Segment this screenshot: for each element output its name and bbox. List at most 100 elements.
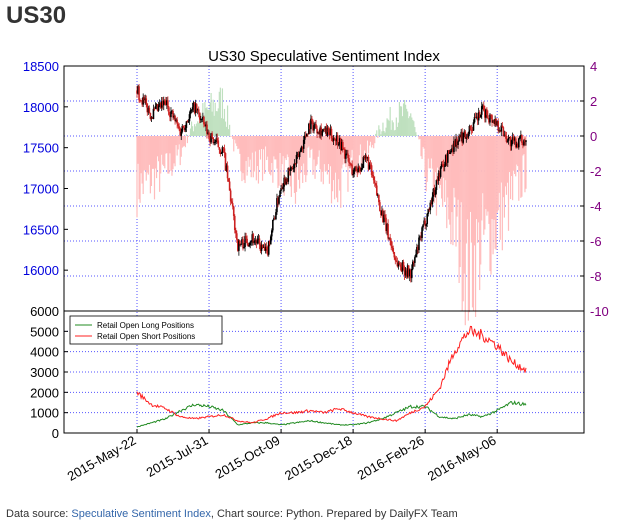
candle-body	[475, 116, 478, 118]
y-tick-label: 18500	[23, 59, 59, 74]
candle-body	[330, 128, 333, 139]
candle-body	[295, 155, 298, 164]
ssi-bar	[351, 136, 353, 150]
candle-body	[214, 141, 217, 143]
candle-body	[176, 119, 178, 124]
ssi-bar	[244, 136, 246, 184]
candle-body	[302, 139, 305, 149]
candle-body	[315, 124, 317, 129]
candle-body	[297, 153, 300, 158]
candle-body	[523, 140, 525, 146]
ssi-bar	[458, 136, 460, 284]
ssi-bar	[185, 134, 187, 136]
candle-body	[432, 188, 435, 197]
ssi-bar	[448, 136, 450, 220]
ssi-bar	[377, 136, 379, 138]
ssi-bar	[449, 136, 451, 225]
candle-body	[392, 248, 395, 253]
footer: Data source: Speculative Sentiment Index…	[6, 508, 458, 520]
ssi-bar	[153, 136, 156, 200]
ssi-bar	[215, 111, 217, 136]
ssi-bar	[209, 102, 211, 136]
candle-body	[499, 130, 502, 132]
candle-body	[394, 257, 397, 261]
candle-body	[396, 261, 399, 267]
candle-body	[398, 262, 401, 265]
candle-body	[304, 135, 307, 137]
ssi-bar	[509, 136, 512, 200]
candle-body	[513, 138, 516, 141]
sentiment-chart: US30 Speculative Sentiment Index 16000 165…	[23, 48, 609, 484]
ssi-bar	[214, 102, 216, 136]
candle-body	[278, 197, 280, 204]
y2-tick-label: 4	[590, 59, 597, 74]
ssi-bar	[350, 136, 352, 158]
candle-body	[519, 136, 521, 139]
candle-body	[418, 237, 420, 251]
candle-body	[184, 127, 187, 131]
ssi-bar	[245, 136, 247, 161]
ssi-bar	[392, 122, 394, 136]
candle-body	[233, 215, 236, 230]
ssi-bar	[518, 136, 520, 201]
candle-body	[478, 112, 481, 118]
ssi-bar	[459, 136, 461, 268]
candle-body	[407, 265, 410, 277]
candle-body	[378, 194, 380, 203]
candle-body	[350, 163, 352, 165]
candle-body	[230, 201, 233, 204]
ssi-bar	[304, 136, 306, 175]
ssi-bar	[455, 136, 457, 247]
ssi-bar	[243, 136, 245, 180]
ssi-bar	[384, 132, 386, 136]
candle-body	[333, 137, 336, 140]
candle-body	[140, 100, 142, 102]
candle-body	[500, 125, 503, 132]
candle-body	[303, 135, 306, 140]
candle-body	[319, 127, 321, 135]
candle-body	[402, 261, 405, 268]
candle-body	[222, 147, 225, 149]
ssi-bar	[242, 136, 244, 174]
candle-body	[358, 166, 361, 168]
ssi-bar	[514, 136, 516, 175]
candle-body	[326, 127, 329, 136]
y2-tick-label: 0	[590, 129, 597, 144]
ssi-bar	[410, 113, 412, 136]
ssi-bar	[331, 136, 334, 192]
candle-body	[491, 115, 493, 123]
ssi-bar	[224, 121, 227, 136]
ssi-bar	[254, 136, 256, 152]
ssi-bar	[175, 136, 177, 146]
ssi-bar	[149, 136, 151, 194]
ssi-bar	[184, 136, 186, 148]
candle-body	[509, 137, 512, 147]
source-link[interactable]: Speculative Sentiment Index	[71, 508, 211, 520]
candle-body	[204, 124, 206, 127]
ssi-bar	[174, 136, 176, 167]
ssi-bar	[289, 136, 291, 187]
candle-body	[435, 179, 438, 191]
candle-body	[161, 101, 164, 106]
candle-body	[309, 123, 311, 130]
candle-body	[294, 163, 297, 165]
ssi-bar	[490, 136, 492, 275]
x-tick-label: 2016-May-06	[425, 433, 499, 484]
candle-body	[143, 96, 146, 101]
candle-body	[216, 138, 219, 141]
ssi-bar	[366, 136, 369, 141]
candle-body	[307, 133, 309, 135]
ssi-bar	[193, 131, 195, 136]
ssi-bar	[225, 126, 228, 136]
candle-body	[411, 261, 414, 269]
ssi-bar	[221, 88, 224, 136]
candle-body	[514, 138, 517, 147]
ssi-bar	[227, 129, 230, 136]
ssi-bar	[425, 136, 427, 192]
ssi-bar	[411, 117, 413, 136]
candle-body	[419, 236, 421, 238]
candle-body	[445, 155, 448, 163]
candle-body	[288, 168, 291, 172]
candle-body	[328, 132, 331, 136]
ssi-bar	[433, 136, 436, 203]
